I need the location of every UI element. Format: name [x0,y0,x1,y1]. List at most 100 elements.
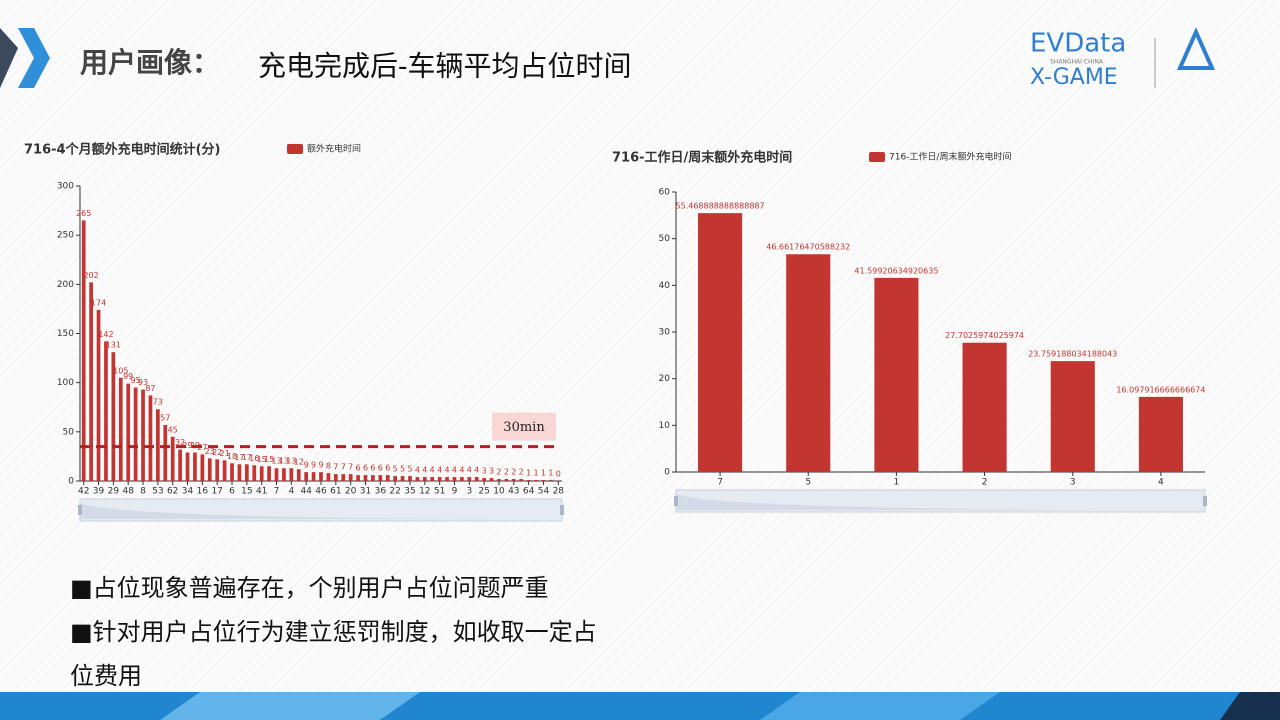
footer-band [760,692,1000,720]
bar [185,452,190,481]
data-label: 1 [526,469,531,478]
bullets: ■占位现象普遍存在，个别用户占位问题严重 ■针对用户占位行为建立惩罚制度，如收取… [70,566,610,698]
x-tick-label: 34 [182,487,194,497]
data-label: 0 [556,470,561,479]
bar [237,464,242,481]
x-tick-label: 4 [288,487,294,497]
legend-label: 额外充电时间 [307,143,361,155]
zoom-handle [1203,496,1207,506]
data-label: 46.66176470588232 [766,243,850,252]
bar [289,468,294,481]
data-label: 6 [378,464,383,473]
x-tick-label: 43 [508,487,519,497]
bar [962,342,1007,472]
data-label: 7 [341,463,346,472]
logo-sub: SHANGHAI CHINA [1050,59,1104,66]
x-tick-label: 62 [167,487,178,497]
y-tick-label: 40 [659,281,671,291]
bar [549,480,553,481]
data-label: 13 [286,457,296,466]
data-label: 18 [227,452,237,461]
bar [326,473,331,481]
data-label: 142 [98,330,113,339]
data-label: 2 [519,468,524,477]
y-tick-label: 300 [57,182,74,192]
data-label: 6 [370,464,375,473]
bar [1050,361,1095,472]
x-tick-label: 31 [360,487,371,497]
data-label: 5 [400,465,405,474]
x-tick-label: 2 [982,478,988,488]
bar [874,277,919,472]
x-tick-label: 25 [478,487,489,497]
data-label: 87 [145,384,155,393]
logo-text: EVData [1030,29,1126,59]
y-tick-label: 150 [57,329,74,339]
x-tick-label: 39 [93,487,105,497]
x-tick-label: 53 [152,487,163,497]
x-tick-label: 12 [419,487,430,497]
bar [422,477,427,481]
data-label: 23.759188034188043 [1028,350,1117,359]
bar [541,480,546,481]
bar [460,477,464,481]
data-label: 9 [318,461,323,470]
bar [467,477,472,481]
x-tick-label: 15 [241,487,252,497]
x-tick-label: 64 [523,487,535,497]
x-tick-label: 44 [300,487,312,497]
bar [698,213,743,472]
bar [156,409,160,481]
x-tick-label: 54 [538,487,550,497]
annotation-box [492,412,556,441]
bar [504,479,509,481]
data-label: 6 [363,464,368,473]
data-label: 45 [168,425,178,434]
data-label: 27 [197,443,207,452]
data-label: 17 [234,453,244,462]
bar [408,476,412,481]
data-label: 6 [385,464,390,473]
y-tick-label: 0 [68,477,74,487]
y-tick-label: 20 [659,374,671,384]
bar [482,478,486,481]
bar [1138,396,1183,472]
data-label: 4 [467,466,472,475]
x-tick-label: 46 [315,487,327,497]
data-label: 4 [430,466,435,475]
bar [193,452,197,481]
data-label: 3 [482,467,487,476]
data-label: 13 [279,457,289,466]
x-tick-label: 3 [466,487,472,497]
x-tick-label: 35 [404,487,415,497]
y-tick-label: 30 [659,328,671,338]
bullet: ■针对用户占位行为建立惩罚制度，如收取一定占位费用 [70,618,597,690]
bar [296,469,301,481]
data-label: 9 [304,461,309,470]
data-label: 2 [496,468,501,477]
bar [96,309,101,481]
data-label: 4 [445,466,450,475]
x-tick-label: 8 [140,487,146,497]
x-tick-label: 41 [256,487,267,497]
data-label: 95 [131,376,141,385]
bar [259,466,264,481]
footer-band [160,692,420,720]
bullet: ■占位现象普遍存在，个别用户占位问题严重 [70,574,549,602]
bar [445,477,449,481]
data-label: 4 [415,466,420,475]
data-label: 1 [533,469,538,478]
bar [207,458,212,481]
x-tick-label: 4 [1158,478,1164,488]
data-label: 7 [348,463,353,472]
data-label: 93 [138,378,148,387]
zoom-preview [676,494,1205,510]
data-label: 265 [76,209,91,218]
data-label: 21 [220,449,230,458]
data-label: 4 [437,466,442,475]
bar [141,389,145,481]
data-label: 1 [541,469,546,478]
header-label: 用户画像： [80,46,220,79]
y-tick-label: 0 [664,468,670,478]
y-tick-label: 250 [57,231,74,241]
